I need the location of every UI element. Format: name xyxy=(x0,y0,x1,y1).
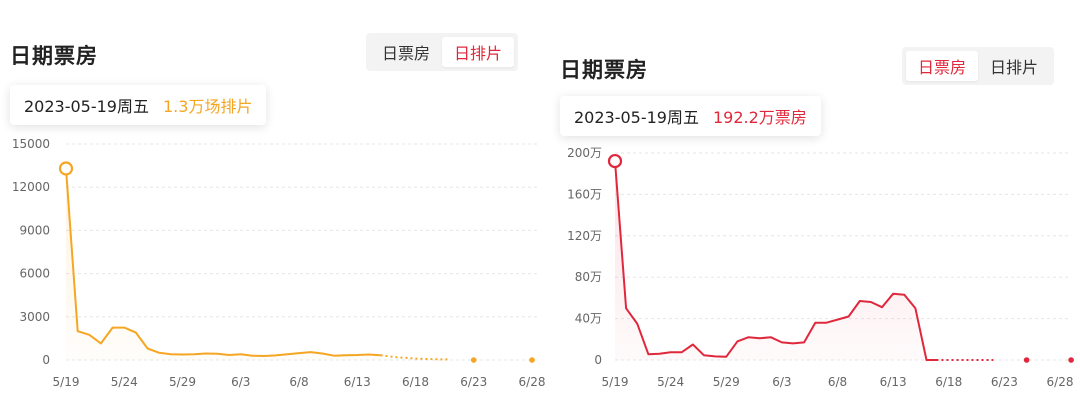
x-tick-label: 6/13 xyxy=(880,375,907,389)
screenings-panel: 日期票房 日票房 日排片 2023-05-19周五 1.3万场排片 0 3000 6… xyxy=(10,33,546,389)
series-line xyxy=(614,161,938,361)
future-point xyxy=(529,357,535,363)
x-tick-label: 6/18 xyxy=(935,375,962,389)
x-tick-label: 6/8 xyxy=(828,375,847,389)
data-tooltip: 2023-05-19周五 1.3万场排片 xyxy=(10,85,267,125)
series-area xyxy=(66,168,381,360)
highlight-point xyxy=(58,161,74,176)
projection-line xyxy=(380,354,451,361)
y-tick-label: 3000 xyxy=(19,310,50,324)
page-title: 日期票房 xyxy=(560,58,648,82)
tab-daily-box-office[interactable]: 日票房 xyxy=(906,51,979,81)
future-point xyxy=(470,357,477,363)
box-office-panel: 日期票房 日票房 日排片 2023-05-19周五 192.2万票房 0 40万 8… xyxy=(548,0,1080,402)
highlight-point xyxy=(607,153,623,169)
tooltip-date: 2023-05-19周五 xyxy=(574,108,699,127)
metric-toggle: 日票房 日排片 xyxy=(902,47,1055,85)
future-point xyxy=(1023,357,1030,363)
x-tick-label: 6/23 xyxy=(460,375,487,389)
y-tick-label: 6000 xyxy=(19,267,50,281)
x-tick-label: 5/24 xyxy=(111,375,138,389)
y-tick-label: 80万 xyxy=(575,270,602,284)
y-tick-label: 200万 xyxy=(567,146,602,160)
x-tick-label: 6/3 xyxy=(231,375,250,389)
x-tick-label: 5/24 xyxy=(657,375,684,389)
page-title: 日期票房 xyxy=(10,44,98,68)
y-tick-label: 15000 xyxy=(12,137,50,151)
x-tick-label: 6/28 xyxy=(519,375,546,389)
y-tick-label: 160万 xyxy=(567,187,602,201)
x-tick-label: 5/29 xyxy=(169,375,196,389)
x-tick-label: 6/13 xyxy=(344,375,371,389)
x-tick-label: 6/28 xyxy=(1047,375,1074,389)
y-tick-label: 120万 xyxy=(567,229,602,243)
x-tick-label: 6/18 xyxy=(402,375,429,389)
y-tick-label: 0 xyxy=(42,353,50,367)
tooltip-value: 192.2万票房 xyxy=(713,108,807,127)
tooltip-date: 2023-05-19周五 xyxy=(24,97,149,116)
box-office-line-chart: 0 40万 80万 120万 160万 200万 5/19 5/24 5/29 6/3 6/8 6/1… xyxy=(567,146,1074,389)
tab-daily-screenings[interactable]: 日排片 xyxy=(442,37,515,67)
future-point xyxy=(1068,357,1074,363)
metric-toggle: 日票房 日排片 xyxy=(366,33,519,71)
series-line xyxy=(65,168,381,357)
y-tick-label: 12000 xyxy=(12,180,50,194)
y-tick-label: 40万 xyxy=(575,312,602,326)
y-tick-label: 0 xyxy=(594,353,602,367)
y-tick-label: 9000 xyxy=(19,223,50,237)
x-tick-label: 6/8 xyxy=(289,375,308,389)
x-tick-label: 5/19 xyxy=(53,375,80,389)
data-tooltip: 2023-05-19周五 192.2万票房 xyxy=(560,96,821,136)
tab-daily-box-office[interactable]: 日票房 xyxy=(382,44,431,63)
screenings-line-chart: 0 3000 6000 9000 12000 15000 5/19 5/24 5/29 6/3 6/… xyxy=(12,137,546,389)
x-tick-label: 6/23 xyxy=(991,375,1018,389)
x-tick-label: 5/29 xyxy=(713,375,740,389)
tooltip-value: 1.3万场排片 xyxy=(163,97,253,116)
x-tick-label: 5/19 xyxy=(602,375,629,389)
series-area xyxy=(615,161,938,360)
x-tick-label: 6/3 xyxy=(772,375,791,389)
tab-daily-screenings[interactable]: 日排片 xyxy=(990,58,1039,77)
